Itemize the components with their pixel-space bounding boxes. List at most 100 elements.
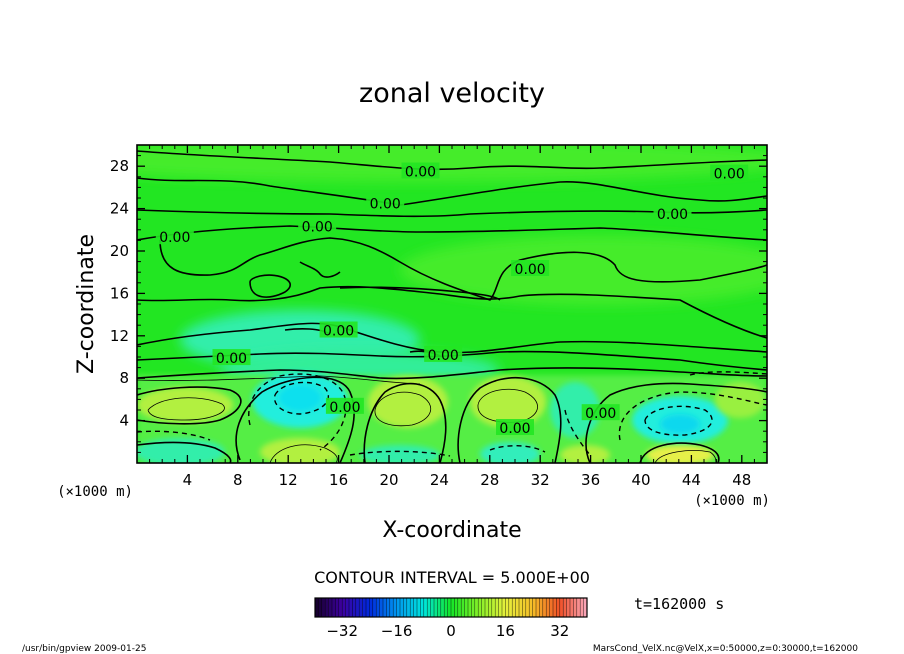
field-blob (260, 438, 340, 463)
colorbar-tick-label: −16 (381, 622, 413, 640)
y-axis-ticks: 4 8 12 16 20 24 28 (110, 155, 767, 453)
colorbar-cell (376, 598, 380, 617)
colorbar-cell (549, 598, 554, 617)
contour-line (137, 322, 767, 354)
x-unit-right-label: (×1000 m) (694, 493, 770, 509)
y-axis-title: Z-coordinate (74, 234, 99, 374)
contour-labels: 0.00 0.000.000.000.000.000.000.000.00 0.00… (155, 162, 749, 437)
contour-line (349, 450, 451, 457)
contour-lines-thin (137, 375, 717, 463)
contour-label-bg (319, 321, 358, 338)
contour-label-bg (155, 228, 194, 245)
colorbar-cell (403, 598, 407, 617)
contour-label: 0.00 (302, 220, 333, 236)
colorbar-cell (417, 598, 421, 617)
colorbar-cell (495, 598, 499, 617)
colorbar-cell (522, 598, 526, 617)
field-blob (550, 382, 600, 438)
colorbar-cell (488, 598, 492, 617)
y-tick-label: 8 (119, 369, 129, 387)
contour-line (159, 237, 767, 301)
colorbar-cell (410, 598, 414, 617)
contour-line (137, 367, 767, 380)
x-tick-label: 36 (581, 471, 600, 489)
colorbar-tick-label: 0 (446, 622, 456, 640)
contour-label: 0.00 (714, 167, 745, 183)
contour-lines-dashed (137, 371, 767, 457)
contour-label: 0.00 (370, 196, 401, 212)
x-tick-label: 16 (329, 471, 348, 489)
contour-line (137, 150, 767, 171)
field-blob (137, 387, 233, 423)
shaded-field (137, 145, 767, 463)
colorbar-cell (519, 598, 523, 617)
contour-line (339, 286, 501, 301)
contour-label-bg (710, 164, 749, 181)
plot-area: 0.00 0.000.000.000.000.000.000.000.00 0.00… (110, 144, 768, 489)
contour-label: 0.00 (657, 207, 688, 223)
colorbar-cell (444, 598, 448, 617)
field-blob (137, 145, 767, 182)
colorbar-cell (332, 598, 336, 617)
colorbar-cell (474, 598, 479, 617)
contour-label: 0.00 (216, 351, 247, 367)
x-tick-label: 40 (631, 471, 650, 489)
chart-title: zonal velocity (359, 78, 545, 109)
contour-label-bg (653, 204, 692, 221)
colorbar-cell (556, 598, 560, 617)
contour-line (654, 450, 717, 463)
contour-label: 0.00 (323, 324, 354, 340)
y-tick-label: 24 (110, 200, 129, 218)
colorbar-cell (478, 598, 482, 617)
x-tick-label: 32 (531, 471, 550, 489)
x-tick-label: 28 (480, 471, 499, 489)
contour-interval-label: CONTOUR INTERVAL = 5.000E+00 (314, 568, 590, 587)
colorbar-cell (352, 598, 356, 617)
contour-line (137, 177, 767, 206)
contour-label-bg (298, 217, 337, 234)
contour-label-bg (325, 397, 364, 414)
colorbar-cell (559, 598, 564, 617)
x-axis-ticks: 4 8 12 16 20 24 28 32 36 40 44 48 (149, 145, 755, 489)
colorbar-cell (335, 598, 339, 617)
contour-label: 0.00 (515, 262, 546, 278)
colorbar-cell (386, 598, 390, 617)
contour-line (137, 430, 211, 441)
colorbar-cell (576, 598, 581, 617)
x-tick-label: 44 (682, 471, 701, 489)
contour-line (457, 376, 562, 463)
colorbar-ticks: −32 −16 0 16 32 (326, 622, 569, 640)
colorbar-cell (400, 598, 404, 617)
colorbar-cell (580, 598, 584, 617)
contour-line (273, 381, 330, 415)
colorbar-frame (314, 597, 588, 618)
contour-line (585, 382, 767, 463)
colorbar-cell (369, 598, 373, 617)
colorbar-cell (447, 598, 452, 617)
field-blob (560, 445, 610, 463)
colorbar-cell (529, 598, 533, 617)
colorbar-cell (321, 598, 326, 617)
field-blob (368, 376, 448, 428)
colorbar-cell (342, 598, 346, 617)
x-tick-label: 8 (233, 471, 243, 489)
time-label: t=162000 s (634, 595, 724, 613)
field-blob (480, 442, 540, 463)
contour-line (137, 375, 421, 385)
colorbar-cell (553, 598, 557, 617)
contour-line (137, 225, 767, 241)
colorbar-cell (539, 598, 543, 617)
contour-label: 0.00 (159, 230, 190, 246)
colorbar-cell (502, 598, 506, 617)
colorbar-cell (355, 598, 360, 617)
colorbar-cell (536, 598, 540, 617)
colorbar-cell (434, 598, 438, 617)
colorbar-cell (542, 598, 547, 617)
footer-left: /usr/bin/gpview 2009-01-25 (22, 644, 146, 654)
footer-right: MarsCond_VelX.nc@VelX,x=0:50000,z=0:3000… (593, 644, 858, 654)
colorbar-cell (383, 598, 387, 617)
contour-label-bg (401, 162, 440, 179)
colorbar-cell (315, 598, 319, 617)
colorbar-cell (325, 598, 329, 617)
colorbar: −32 −16 0 16 32 (314, 597, 588, 640)
